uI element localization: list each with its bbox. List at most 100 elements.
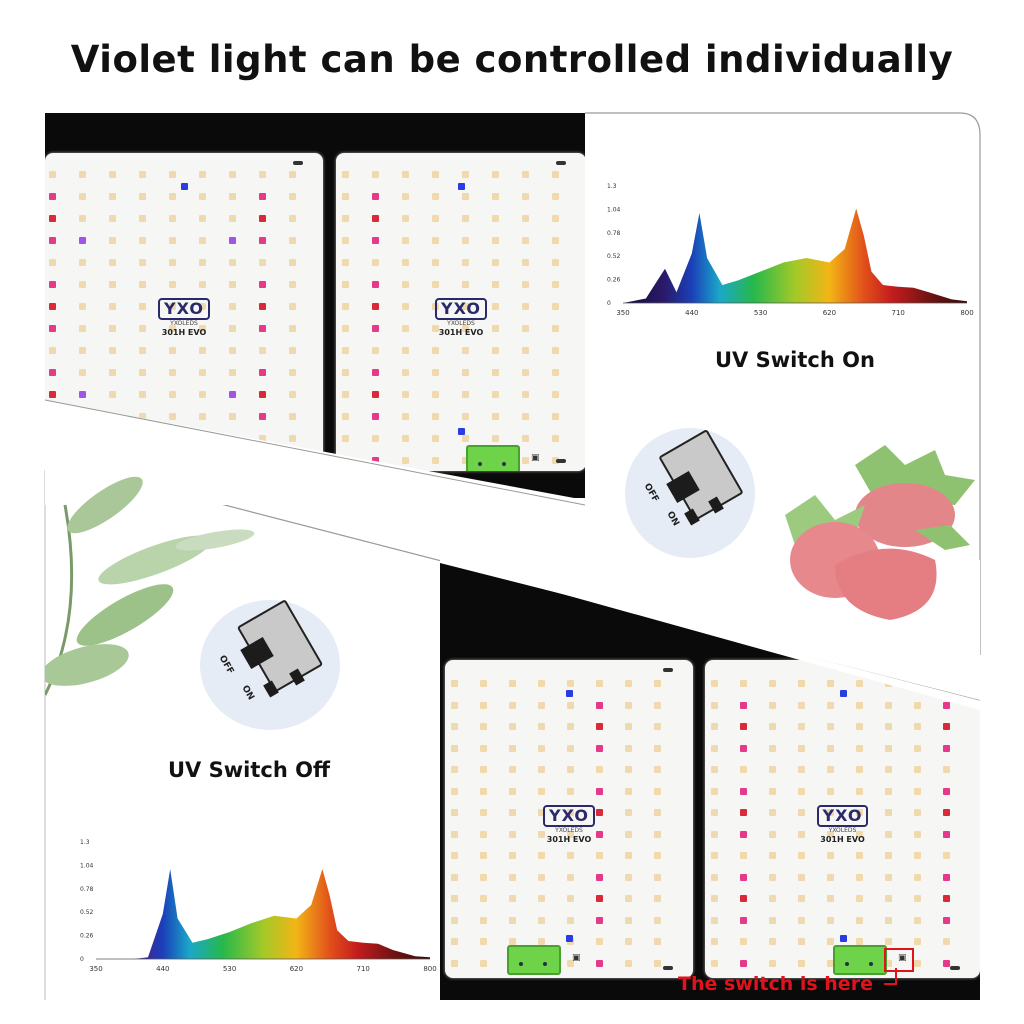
led-chip [798,873,805,881]
led-chip [943,766,950,773]
led-chip [625,873,632,881]
led-chip [480,809,487,816]
led-chip [885,766,892,773]
led-chip [259,237,266,244]
led-chip [654,766,661,773]
led-chip [49,391,56,398]
led-chip [169,259,176,266]
led-chip [943,744,950,752]
logo-model: 301H EVO [438,328,484,337]
led-chip [522,347,529,354]
led-chip [169,325,176,332]
led-chip [289,369,296,376]
led-chip [711,680,718,687]
led-chip [711,744,718,752]
y-tick-label: 1.04 [607,206,621,213]
led-chip [827,766,834,773]
switch-off-text: OFF [216,653,236,677]
led-chip [49,171,56,178]
led-chip [402,215,409,222]
led-chip [372,435,379,442]
blue-led-chip [458,183,465,190]
led-chip [109,347,116,354]
led-chip [79,215,86,222]
logo-mark: YXO [435,298,487,320]
led-chip [139,281,146,288]
uv-switch-on-label: UV Switch On [715,348,875,372]
led-chip [462,193,469,200]
y-tick-label: 0.52 [607,253,621,260]
x-tick-label: 350 [616,309,629,317]
led-chip [139,413,146,420]
led-chip [259,369,266,376]
led-chip [480,873,487,881]
panel-logo: YXO YXOLEDS 301H EVO [534,805,604,845]
led-chip [49,369,56,376]
led-chip [49,215,56,222]
led-chip [740,938,747,945]
led-chip [711,723,718,730]
led-chip [740,723,747,730]
connector-pin [543,962,547,966]
led-chip [169,171,176,178]
led-chip [79,303,86,310]
x-tick-label: 800 [423,965,436,973]
led-chip [943,895,950,902]
led-chip [943,787,950,795]
led-chip [259,193,266,200]
led-chip [567,873,574,881]
led-chip [139,215,146,222]
led-chip [462,347,469,354]
connector-pin [502,462,506,466]
led-chip [538,701,545,709]
connector-pin [845,962,849,966]
led-chip [139,303,146,310]
led-chip [462,171,469,178]
blue-led-chip [181,183,188,190]
switch-on-text: ON [664,509,681,529]
led-chip [79,325,86,332]
led-chip [451,895,458,902]
led-chip [79,193,86,200]
led-chip [654,916,661,924]
led-chip [552,391,559,398]
led-chip [229,215,236,222]
uv-switch-icon[interactable]: ▣ [572,953,581,963]
led-chip [139,259,146,266]
led-chip [522,369,529,376]
led-chip [769,787,776,795]
led-chip [372,413,379,420]
power-connector [507,945,561,975]
led-chip [49,259,56,266]
uv-switch-icon[interactable]: ▣ [898,953,907,963]
led-chip [509,766,516,773]
led-chip [402,391,409,398]
led-chip [798,959,805,967]
led-chip [451,680,458,687]
switch-highlight-box [884,948,914,972]
led-chip [827,895,834,902]
led-chip [522,303,529,310]
led-chip [856,809,863,816]
led-chip [943,809,950,816]
led-chip [596,787,603,795]
led-chip [199,325,206,332]
led-chip [79,391,86,398]
x-tick-label: 710 [892,309,905,317]
led-chip [49,325,56,332]
led-chip [914,852,921,859]
led-chip [79,369,86,376]
led-chip [522,237,529,244]
led-chip [480,766,487,773]
led-chip [169,347,176,354]
led-chip [49,281,56,288]
led-chip [109,215,116,222]
led-chip [856,873,863,881]
led-chip [856,701,863,709]
led-chip [856,938,863,945]
led-chip [567,701,574,709]
led-chip [462,325,469,332]
led-chip [769,852,776,859]
led-chip [740,830,747,838]
uv-switch-icon[interactable]: ▣ [531,453,540,463]
